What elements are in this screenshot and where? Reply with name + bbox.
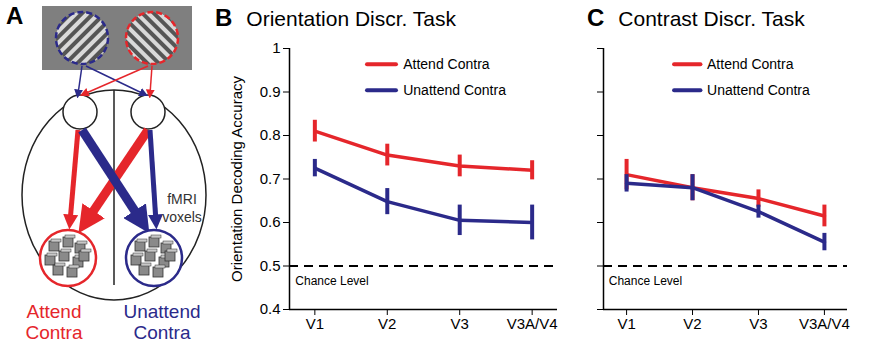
svg-text:V3A/V4: V3A/V4 [507,315,558,332]
svg-text:V2: V2 [378,315,396,332]
svg-text:0.7: 0.7 [260,170,281,187]
svg-text:V1: V1 [617,315,635,332]
svg-text:Contra: Contra [133,322,190,343]
svg-text:V2: V2 [683,315,701,332]
svg-text:Unattend: Unattend [123,301,200,322]
svg-text:Orientation Decoding Accuracy: Orientation Decoding Accuracy [228,76,245,282]
html-text:C: C [587,4,605,31]
svg-text:0.6: 0.6 [260,213,281,230]
svg-text:Chance Level: Chance Level [609,274,682,288]
svg-text:V1: V1 [306,315,324,332]
svg-text:0.4: 0.4 [260,300,281,317]
svg-text:0.5: 0.5 [260,257,281,274]
svg-text:V3: V3 [451,315,469,332]
html-text:B: B [215,4,233,31]
svg-text:Unattend Contra: Unattend Contra [707,82,810,98]
svg-text:Attend Contra: Attend Contra [707,56,794,72]
svg-text:Unattend Contra: Unattend Contra [403,82,506,98]
svg-text:0.8: 0.8 [260,126,281,143]
html-text:Orientation Discr. Task: Orientation Discr. Task [246,7,456,30]
svg-text:0.9: 0.9 [260,83,281,100]
svg-text:V3: V3 [749,315,767,332]
svg-text:A: A [6,2,23,29]
svg-text:V3A/V4: V3A/V4 [799,315,850,332]
svg-text:voxels: voxels [162,209,202,225]
svg-text:Contra: Contra [25,322,82,343]
svg-text:Attend: Attend [27,301,82,322]
svg-text:fMRI: fMRI [167,191,197,207]
svg-text:Attend Contra: Attend Contra [403,56,490,72]
svg-text:1: 1 [272,39,280,56]
html-text:Contrast Discr. Task: Contrast Discr. Task [618,7,805,30]
svg-text:Chance Level: Chance Level [295,274,368,288]
